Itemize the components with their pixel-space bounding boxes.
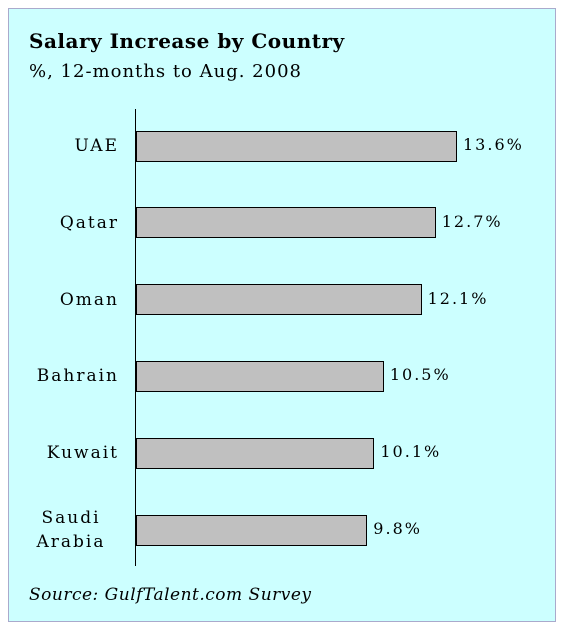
- bar: [136, 514, 368, 546]
- category-label: Saudi Arabia: [36, 508, 106, 552]
- chart-title: Salary Increase by Country: [29, 29, 345, 53]
- source-note: Source: GulfTalent.com Survey: [29, 585, 312, 605]
- category-label: Qatar: [59, 212, 119, 233]
- axis-line: [135, 109, 136, 566]
- data-label: 10.5%: [389, 365, 451, 385]
- data-label: 10.1%: [380, 442, 442, 462]
- data-label: 12.7%: [441, 211, 503, 231]
- data-label: 13.6%: [463, 135, 524, 154]
- data-label: 12.1%: [427, 288, 489, 308]
- chart-subtitle: %, 12-months to Aug. 2008: [29, 61, 302, 82]
- chart: Salary Increase by Country %, 12-months …: [8, 8, 556, 622]
- category-label: Kuwait: [46, 443, 119, 464]
- category-label: UAE: [74, 136, 119, 156]
- bar: [136, 360, 384, 392]
- category-label: Oman: [59, 289, 119, 310]
- bar: [136, 130, 457, 162]
- data-label: 9.8%: [373, 519, 422, 538]
- bar: [136, 207, 436, 239]
- category-label: Bahrain: [36, 366, 119, 387]
- bar: [136, 437, 375, 469]
- bar: [136, 284, 422, 316]
